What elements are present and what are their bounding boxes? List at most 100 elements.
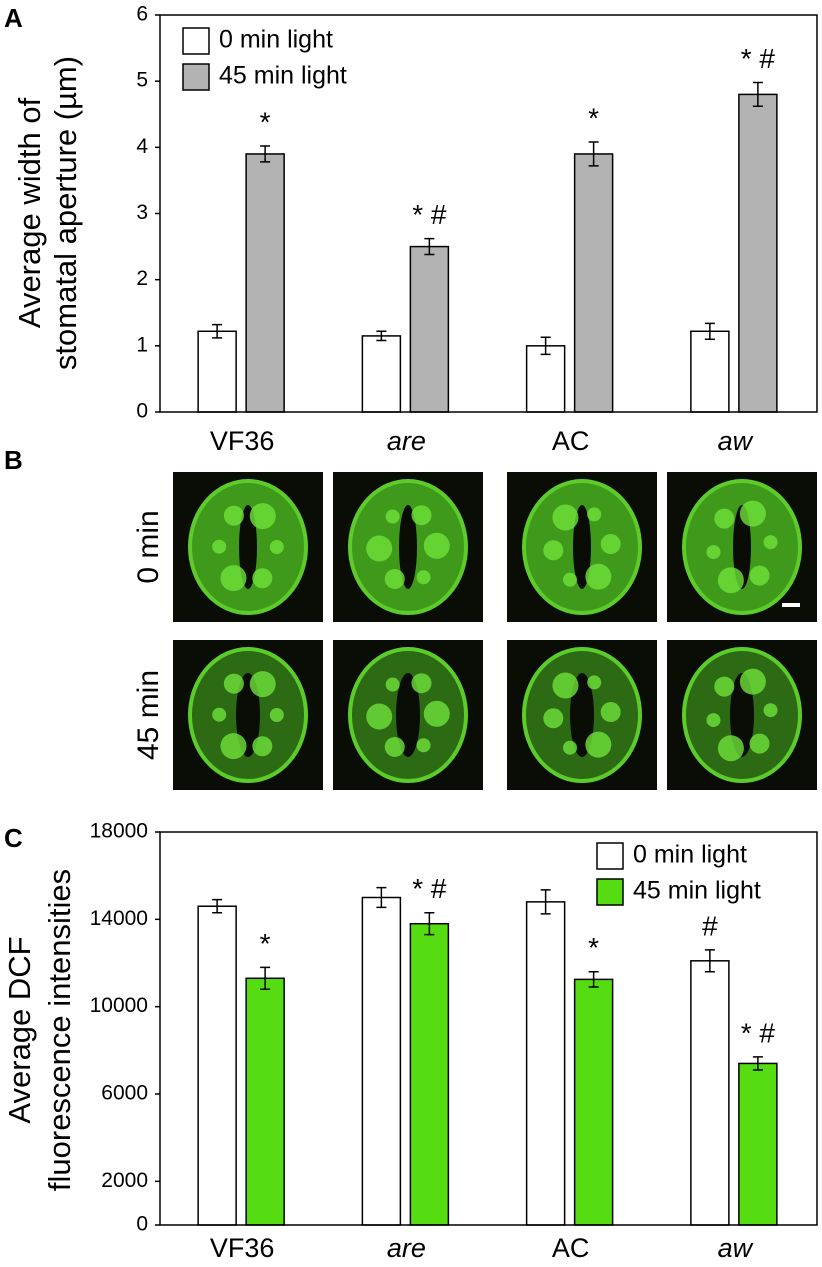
chloroplast: [252, 568, 273, 589]
pore: [236, 673, 260, 757]
significance-label: * #: [741, 1017, 776, 1048]
bar: [409, 245, 450, 413]
chloroplast: [717, 735, 744, 762]
x-tick-label: are: [387, 426, 426, 456]
chloroplast: [706, 713, 721, 728]
bar: [525, 345, 566, 413]
bar: [690, 960, 730, 1226]
chloroplast: [552, 504, 579, 531]
bar: [573, 153, 614, 413]
y-axis-label: Average DCF: [2, 936, 37, 1123]
chloroplast: [563, 740, 578, 755]
chloroplast: [366, 703, 393, 730]
chloroplast: [385, 509, 400, 524]
pore: [733, 505, 751, 589]
chloroplast: [763, 535, 778, 550]
x-tick-label: VF36: [210, 426, 275, 456]
chloroplast: [714, 676, 735, 697]
chloroplast: [739, 668, 766, 695]
chloroplast: [411, 505, 432, 526]
chloroplast: [585, 563, 612, 590]
bar: [690, 330, 730, 413]
error-bar: [376, 330, 387, 342]
chloroplast: [269, 540, 284, 554]
x-tick-label: aw: [718, 1233, 754, 1263]
y-axis-label: fluorescence intensities: [42, 869, 77, 1191]
chloroplast: [749, 565, 770, 586]
error-bar: [752, 81, 763, 108]
y-tick-label: 3: [136, 201, 148, 224]
y-tick-label: 2000: [101, 1169, 148, 1192]
chloroplast: [739, 500, 766, 527]
error-bar: [588, 970, 599, 988]
bar: [738, 1062, 778, 1226]
chloroplast: [543, 540, 564, 561]
bar: [245, 977, 285, 1226]
chloroplast: [249, 671, 276, 698]
pore: [399, 505, 417, 589]
y-tick-label: 5: [136, 69, 148, 92]
chloroplast: [749, 733, 770, 754]
significance-label: * #: [412, 199, 447, 230]
error-bar: [260, 145, 271, 163]
y-tick-label: 2: [136, 267, 148, 290]
x-tick-label: aw: [718, 426, 754, 456]
significance-label: #: [702, 910, 718, 941]
chloroplast: [423, 532, 450, 559]
bar: [197, 905, 237, 1226]
chloroplast: [252, 736, 273, 757]
bar: [738, 93, 778, 413]
significance-label: *: [588, 102, 599, 133]
row-label: 0 min: [132, 510, 165, 583]
y-tick-label: 0: [136, 1213, 148, 1236]
chloroplast: [223, 673, 244, 694]
legend-swatch: [182, 27, 210, 55]
error-bar: [704, 949, 715, 973]
y-tick-label: 14000: [90, 907, 148, 930]
panel-letter: B: [4, 445, 23, 475]
micrographs: [173, 472, 817, 790]
error-bar: [376, 886, 387, 909]
chloroplast: [763, 703, 778, 718]
chloroplast: [423, 700, 450, 727]
pore: [239, 505, 257, 589]
error-bar: [588, 141, 599, 167]
chloroplast: [706, 545, 721, 560]
x-tick-label: AC: [552, 1233, 590, 1263]
pore: [570, 673, 594, 757]
legend-swatch: [596, 842, 624, 870]
chloroplast: [366, 535, 393, 562]
legend-swatch: [596, 878, 624, 906]
error-bar: [212, 898, 223, 914]
error-bar: [540, 889, 551, 915]
chloroplast: [416, 738, 431, 753]
plot-frame: [159, 14, 818, 413]
y-tick-label: 4: [136, 135, 148, 158]
chloroplast: [212, 539, 227, 554]
panel-letter: A: [4, 3, 23, 33]
pore: [396, 673, 420, 757]
legend-label: 0 min light: [633, 841, 747, 869]
error-bar: [212, 323, 223, 339]
chloroplast: [249, 503, 276, 530]
error-bar: [424, 237, 435, 256]
chloroplast: [587, 507, 602, 522]
y-tick-label: 6: [136, 3, 148, 26]
legend-label: 45 min light: [219, 62, 347, 90]
significance-label: *: [588, 932, 599, 963]
error-bar: [260, 966, 271, 990]
chloroplast: [223, 505, 244, 526]
x-tick-label: AC: [552, 426, 590, 456]
y-axis-label: Average width of: [12, 97, 47, 328]
bar: [361, 896, 402, 1226]
chloroplast: [384, 568, 405, 589]
legend-label: 0 min light: [219, 26, 333, 54]
bar: [573, 978, 614, 1226]
chloroplast: [269, 708, 284, 722]
chloroplast: [552, 672, 579, 699]
x-tick-label: VF36: [210, 1233, 275, 1263]
error-bar: [540, 336, 551, 356]
y-tick-label: 6000: [101, 1082, 148, 1105]
chloroplast: [563, 572, 578, 587]
